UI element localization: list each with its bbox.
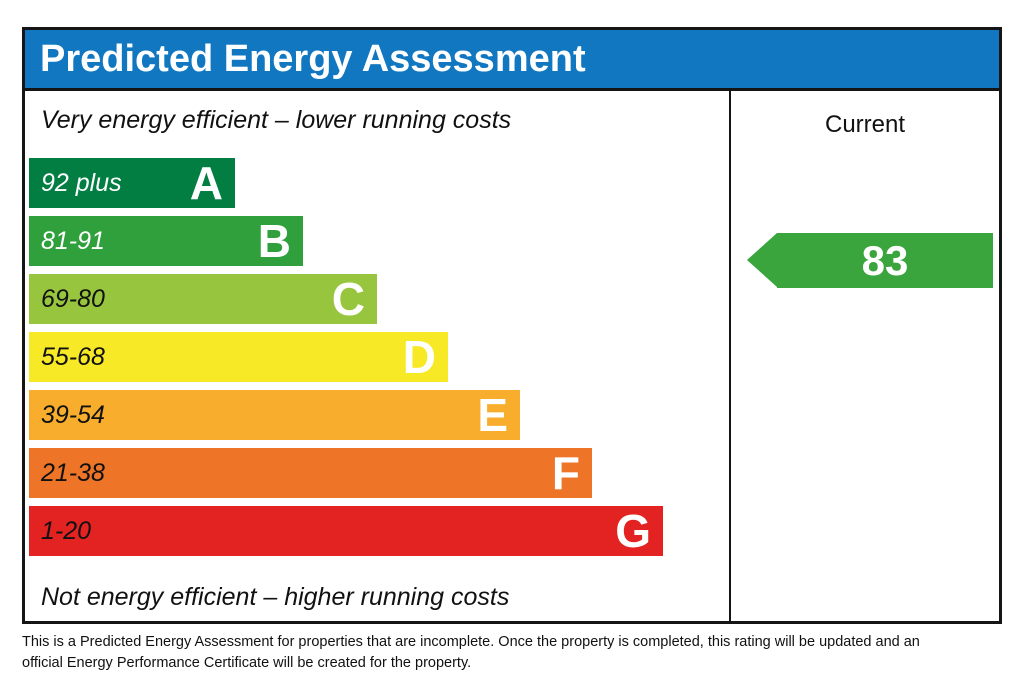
chart-body: Very energy efficient – lower running co… — [25, 91, 999, 621]
band-range-label: 81-91 — [41, 226, 105, 255]
top-caption: Very energy efficient – lower running co… — [41, 106, 512, 134]
band-range-label: 39-54 — [41, 400, 105, 429]
band-range-label: 1-20 — [41, 516, 92, 545]
footer-note: This is a Predicted Energy Assessment fo… — [22, 632, 1002, 674]
band-letter: F — [551, 447, 580, 499]
footer-line-1: This is a Predicted Energy Assessment fo… — [22, 634, 920, 650]
epc-chart-box: Predicted Energy Assessment Very energy … — [22, 27, 1002, 624]
rating-band: 39-54 E — [29, 390, 520, 440]
band-range-label: 21-38 — [41, 458, 105, 487]
rating-bands: 92 plus A 81-91 B 69-80 C 55-68 D 39-54 … — [29, 158, 729, 564]
band-letter: A — [189, 157, 223, 209]
current-column: Current 83 — [729, 91, 999, 621]
rating-band: 92 plus A — [29, 158, 235, 208]
band-letter: E — [477, 389, 508, 441]
rating-band: 81-91 B — [29, 216, 303, 266]
band-range-label: 55-68 — [41, 342, 105, 371]
rating-scale-area: Very energy efficient – lower running co… — [25, 91, 729, 621]
arrow-body: 83 — [777, 233, 993, 288]
band-range-label: 92 plus — [41, 168, 122, 197]
current-column-header: Current — [824, 111, 906, 138]
current-rating-value: 83 — [861, 236, 909, 284]
rating-band: 55-68 D — [29, 332, 448, 382]
rating-band: 1-20 G — [29, 506, 663, 556]
band-letter: G — [615, 505, 651, 557]
bottom-caption: Not energy efficient – higher running co… — [41, 583, 510, 611]
rating-band: 69-80 C — [29, 274, 377, 324]
band-letter: D — [402, 331, 436, 383]
band-range-label: 69-80 — [41, 284, 105, 313]
band-letter: C — [331, 273, 365, 325]
footer-line-2: official Energy Performance Certificate … — [22, 655, 472, 671]
rating-band: 21-38 F — [29, 448, 592, 498]
band-letter: B — [257, 215, 291, 267]
page-title: Predicted Energy Assessment — [40, 37, 586, 80]
arrow-left-tip-icon — [747, 233, 777, 287]
title-band: Predicted Energy Assessment — [25, 30, 999, 91]
current-rating-arrow: 83 — [747, 233, 993, 288]
